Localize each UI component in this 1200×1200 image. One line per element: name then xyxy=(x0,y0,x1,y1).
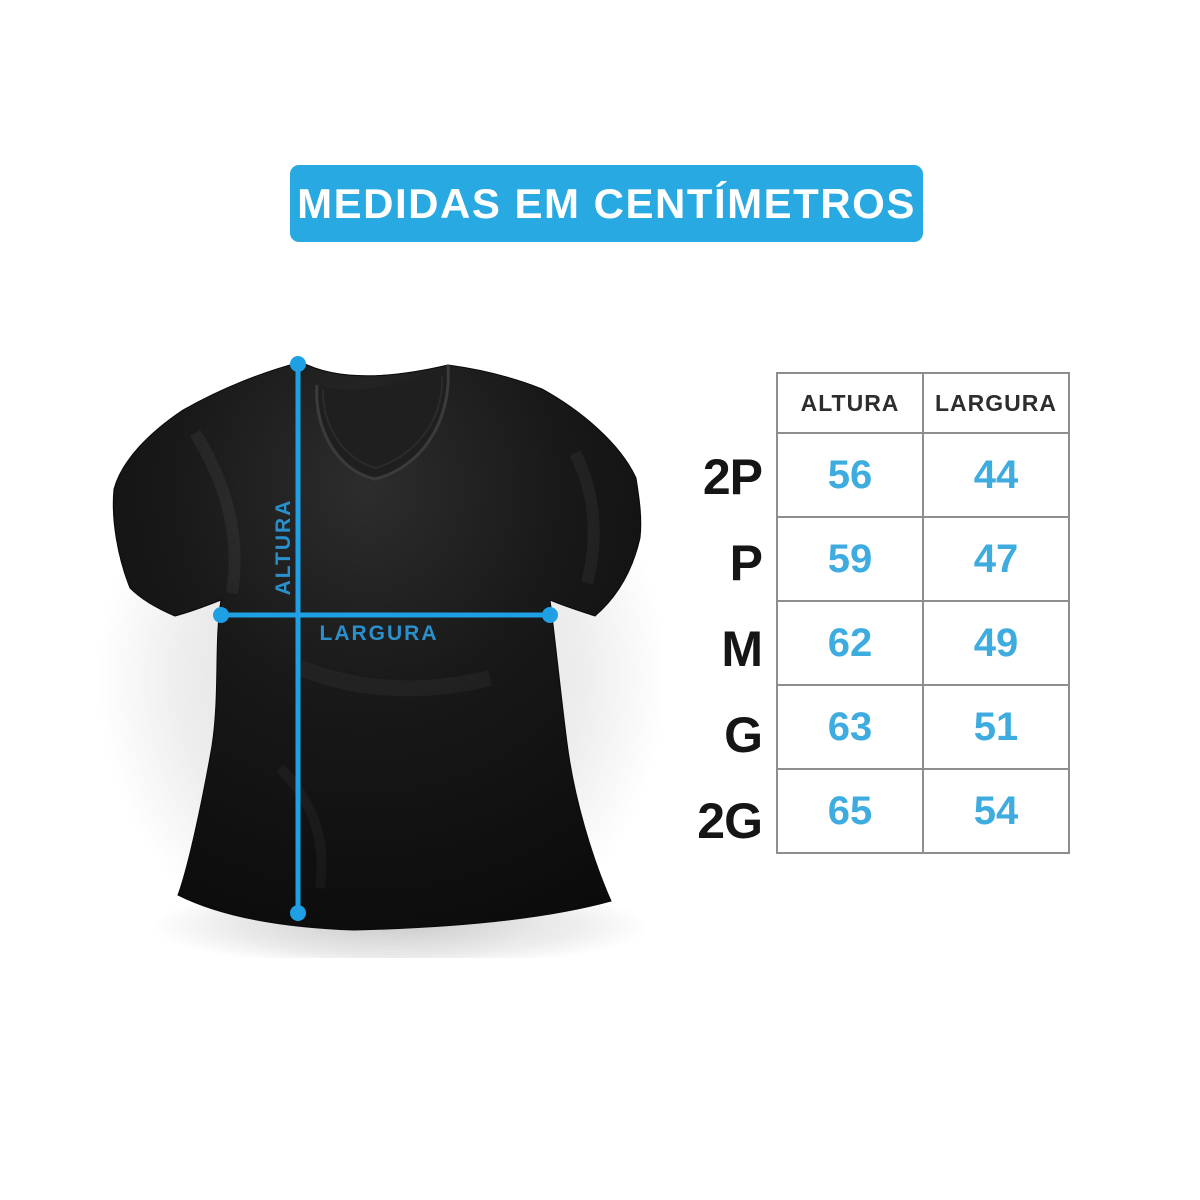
altura-value-2p: 56 xyxy=(776,432,924,518)
size-label-p: P xyxy=(729,535,763,591)
largura-value-g: 51 xyxy=(922,684,1070,770)
size-table: ALTURA LARGURA 56 44 59 47 62 49 6 xyxy=(776,372,1070,854)
table-row: 62 49 xyxy=(776,600,1070,686)
altura-value-p: 59 xyxy=(776,516,924,602)
altura-value-2g: 65 xyxy=(776,768,924,854)
width-label: LARGURA xyxy=(320,622,439,645)
fabric-fold xyxy=(189,429,241,594)
column-header-largura: LARGURA xyxy=(922,372,1070,434)
size-label-m: M xyxy=(721,621,763,677)
collar-band-seam xyxy=(321,375,444,470)
largura-value-p: 47 xyxy=(922,516,1070,602)
table-row: 65 54 xyxy=(776,768,1070,854)
tshirt-diagram-svg: ALTURA LARGURA xyxy=(97,356,667,978)
size-label-g: G xyxy=(724,707,763,763)
altura-value-g: 63 xyxy=(776,684,924,770)
height-line-bottom-dot xyxy=(290,905,306,921)
neck-opening xyxy=(316,365,449,479)
fabric-fold xyxy=(569,450,600,585)
column-header-altura: ALTURA xyxy=(776,372,924,434)
page-title: MEDIDAS EM CENTÍMETROS xyxy=(297,179,916,227)
altura-value-m: 62 xyxy=(776,600,924,686)
height-label: ALTURA xyxy=(272,499,295,596)
table-row: 59 47 xyxy=(776,516,1070,602)
table-header-row: ALTURA LARGURA xyxy=(776,372,1070,434)
height-line-top-dot xyxy=(290,356,306,372)
size-labels-column: 2P P M G 2G xyxy=(688,372,776,864)
size-label-2p: 2P xyxy=(702,449,763,505)
tshirt-shape xyxy=(112,361,642,931)
title-banner: MEDIDAS EM CENTÍMETROS xyxy=(290,165,923,242)
table-row: 56 44 xyxy=(776,432,1070,518)
largura-value-2p: 44 xyxy=(922,432,1070,518)
size-table-block: 2P P M G 2G ALTURA LARGURA 56 44 59 47 xyxy=(688,372,1070,864)
largura-value-m: 49 xyxy=(922,600,1070,686)
size-label-2g: 2G xyxy=(697,793,763,849)
fabric-fold xyxy=(297,660,492,697)
tshirt-measurement-diagram: ALTURA LARGURA xyxy=(97,348,667,978)
neckline-seam xyxy=(315,364,450,481)
largura-value-2g: 54 xyxy=(922,768,1070,854)
table-row: 63 51 xyxy=(776,684,1070,770)
fabric-fold xyxy=(276,764,327,889)
size-labels-spacer xyxy=(688,372,776,434)
width-line-right-dot xyxy=(542,607,558,623)
width-line-left-dot xyxy=(213,607,229,623)
